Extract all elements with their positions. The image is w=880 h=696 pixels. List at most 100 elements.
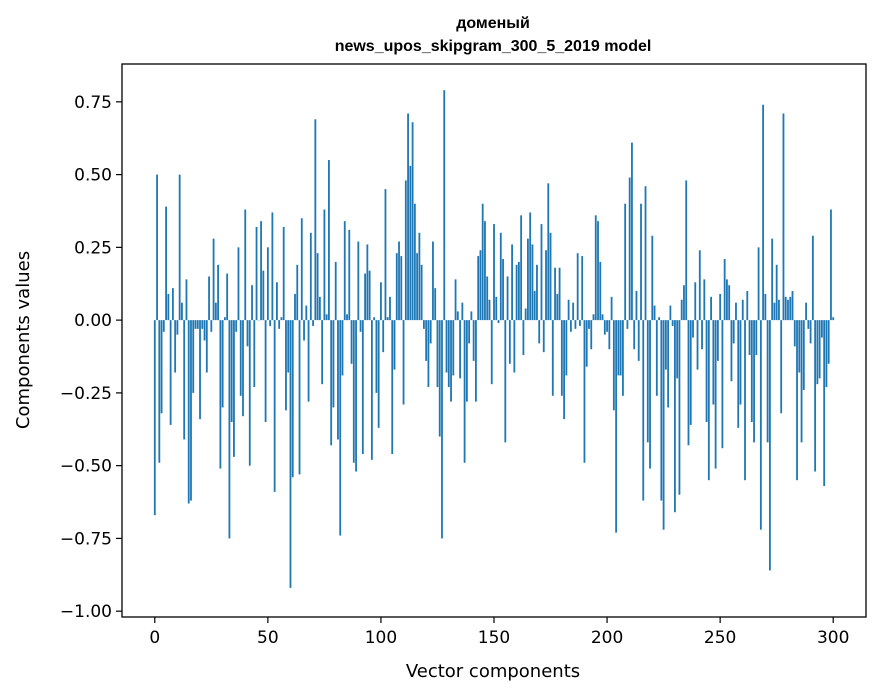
bar: [633, 320, 636, 350]
bar: [683, 285, 685, 321]
bar: [391, 320, 394, 455]
bar: [330, 320, 333, 446]
bar: [830, 209, 832, 321]
bar: [628, 177, 631, 321]
bar: [181, 302, 183, 321]
bar: [452, 320, 455, 376]
bar: [411, 122, 414, 321]
bar: [522, 320, 525, 356]
bar: [499, 232, 502, 321]
bar: [484, 221, 486, 321]
bar: [328, 160, 330, 321]
bar: [246, 320, 249, 347]
bar: [373, 317, 376, 321]
bar: [692, 320, 694, 338]
bar: [676, 320, 679, 379]
bar: [262, 270, 265, 321]
bar: [667, 320, 670, 408]
bar: [194, 320, 197, 329]
bar: [653, 305, 656, 321]
y-tick-label: 0.75: [74, 93, 112, 113]
x-tick-label: 100: [365, 628, 397, 648]
bar: [755, 320, 758, 356]
bar: [409, 165, 412, 321]
bar: [233, 320, 235, 457]
bar: [782, 113, 785, 321]
bar: [502, 259, 504, 321]
bar: [579, 320, 581, 326]
bar: [418, 232, 421, 321]
bar: [549, 232, 552, 321]
bar: [303, 320, 305, 341]
bar: [343, 221, 346, 321]
bar: [608, 320, 611, 350]
bar: [773, 302, 776, 321]
bar: [716, 320, 719, 361]
bar: [606, 320, 608, 332]
bar: [160, 320, 163, 414]
bar: [588, 320, 590, 329]
bar: [436, 320, 439, 388]
bar: [511, 244, 513, 321]
bar: [599, 261, 602, 321]
chart-subtitle: news_upos_skipgram_300_5_2019 model: [335, 38, 652, 55]
bar: [447, 320, 450, 388]
bar: [527, 238, 529, 321]
bar: [612, 320, 615, 411]
bar: [515, 264, 518, 321]
y-tick-label: −0.50: [60, 457, 112, 477]
bar: [337, 320, 339, 440]
bar: [746, 291, 749, 321]
bar: [400, 256, 403, 321]
bar: [701, 320, 703, 350]
bar: [658, 317, 660, 321]
bar: [273, 320, 276, 492]
bar: [441, 320, 443, 539]
bar: [454, 279, 457, 321]
bar: [631, 142, 633, 321]
bar: [821, 320, 823, 338]
bar: [212, 238, 215, 321]
x-axis-ticks: 0 50 100 150 200 250 300: [149, 617, 849, 648]
bar: [158, 320, 161, 463]
bar: [235, 320, 238, 332]
bar: [531, 244, 534, 321]
bar: [361, 320, 364, 455]
bar: [687, 320, 690, 446]
bar: [300, 218, 303, 321]
bar: [463, 320, 466, 463]
bar: [248, 320, 251, 466]
bar: [784, 296, 787, 321]
bar: [176, 320, 179, 335]
bar: [710, 296, 712, 321]
bar: [190, 320, 192, 501]
bar: [766, 320, 769, 443]
bar: [226, 273, 229, 321]
bar: [592, 314, 595, 321]
bar: [594, 215, 597, 321]
x-tick-label: 150: [478, 628, 510, 648]
bar: [762, 104, 765, 321]
bar: [386, 317, 389, 321]
bar: [375, 320, 378, 393]
bar: [719, 293, 722, 321]
bar: [655, 320, 658, 396]
bar: [811, 235, 814, 321]
bar: [757, 247, 760, 321]
bar: [475, 320, 477, 402]
bar: [470, 311, 473, 321]
x-tick-label: 250: [704, 628, 736, 648]
bar: [775, 264, 778, 321]
bar: [832, 317, 835, 321]
bar: [610, 296, 613, 321]
bar: [674, 320, 676, 513]
bar: [341, 320, 344, 376]
bar: [825, 320, 828, 388]
bar: [723, 259, 726, 321]
bar: [744, 320, 746, 481]
bar: [339, 320, 342, 536]
bar: [818, 320, 821, 379]
bar: [689, 320, 692, 425]
bar: [538, 320, 541, 344]
bar: [732, 320, 735, 344]
